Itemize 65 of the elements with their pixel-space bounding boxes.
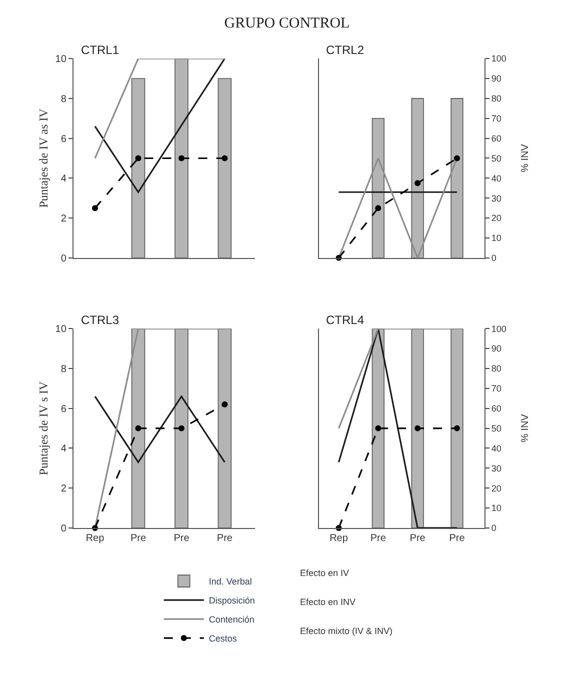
- y2-tick-label: 10: [491, 503, 502, 514]
- y-tick-label: 0: [60, 253, 67, 264]
- x-tick-label: Pre: [130, 532, 146, 544]
- point: [414, 180, 421, 186]
- y-tick-label: 10: [55, 324, 67, 336]
- legend-label: Cestos: [208, 634, 238, 644]
- y2-tick-label: 30: [491, 463, 502, 474]
- legend-label: Ind. Verbal: [208, 576, 252, 587]
- point: [178, 425, 184, 432]
- y2-tick-label: 10: [491, 233, 502, 244]
- chart-title: CTRL1: [81, 43, 120, 57]
- y2-tick-label: 80: [491, 364, 502, 374]
- legend-label: Contención: [208, 614, 254, 625]
- y-tick-label: 0: [60, 523, 67, 534]
- point: [375, 205, 382, 212]
- point: [454, 155, 460, 162]
- y2-tick-label: 60: [491, 404, 502, 414]
- x-tick-label: Pre: [370, 532, 386, 544]
- x-tick-label: Pre: [174, 532, 190, 544]
- y2-tick-label: 60: [491, 133, 502, 144]
- y2-tick-label: 90: [491, 344, 502, 354]
- text: Efecto en IV: [300, 568, 350, 578]
- y2-tick-label: 100: [491, 324, 506, 334]
- y-tick-label: 6: [60, 404, 67, 415]
- x-tick-label: Rep: [330, 532, 348, 544]
- y2-tick-label: 20: [491, 213, 502, 224]
- y2-tick-label: 70: [491, 114, 502, 124]
- y2-tick-label: 0: [491, 523, 496, 534]
- x-tick-label: Pre: [449, 532, 466, 544]
- y-tick-label: 6: [60, 134, 67, 145]
- text: GRUPO CONTROL: [224, 15, 350, 32]
- y2-tick-label: 40: [491, 173, 502, 184]
- point: [135, 425, 142, 432]
- y-tick-label: 2: [60, 214, 67, 225]
- text: Efecto mixto (IV & INV): [300, 626, 393, 636]
- text: Efecto en INV: [300, 597, 356, 607]
- y2-tick-label: 50: [491, 423, 502, 434]
- y2-tick-label: 20: [491, 483, 502, 494]
- y2-tick-label: 90: [491, 74, 502, 84]
- y-axis-title: Puntajes de IV s IV: [36, 381, 51, 476]
- chart-title: CTRL4: [326, 313, 364, 327]
- y-axis-title: Puntajes de IV as IV: [36, 108, 51, 208]
- line-series: [94, 58, 226, 193]
- y2-axis-title: % INV: [520, 144, 531, 172]
- y2-tick-label: 40: [491, 443, 502, 454]
- x-tick-label: Rep: [86, 532, 105, 544]
- chart-title: CTRL2: [326, 43, 364, 57]
- y-tick-label: 8: [60, 94, 67, 105]
- y-tick-label: 4: [60, 174, 67, 185]
- y-tick-label: 8: [60, 364, 67, 376]
- y2-tick-label: 0: [491, 253, 496, 264]
- y2-tick-label: 100: [491, 54, 506, 64]
- y2-tick-label: 30: [491, 193, 502, 204]
- point: [222, 401, 228, 408]
- y-tick-label: 4: [60, 444, 67, 455]
- legend-label: Disposición: [208, 596, 255, 606]
- y2-tick-label: 80: [491, 94, 502, 104]
- chart-title: CTRL3: [81, 313, 120, 327]
- y2-tick-label: 70: [491, 384, 502, 394]
- x-tick-label: Pre: [216, 532, 233, 544]
- x-tick-label: Pre: [410, 532, 426, 544]
- y-tick-label: 2: [60, 484, 67, 495]
- y2-tick-label: 50: [491, 153, 502, 164]
- y-tick-label: 10: [55, 54, 67, 66]
- y2-axis-title: % INV: [520, 414, 531, 442]
